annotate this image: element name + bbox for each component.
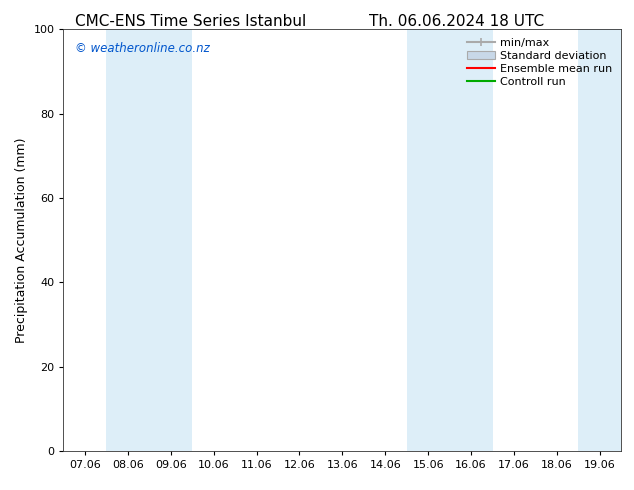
Legend: min/max, Standard deviation, Ensemble mean run, Controll run: min/max, Standard deviation, Ensemble me… [463,35,616,90]
Bar [407,29,493,451]
Y-axis label: Precipitation Accumulation (mm): Precipitation Accumulation (mm) [15,137,28,343]
Bar [107,29,192,451]
Text: © weatheronline.co.nz: © weatheronline.co.nz [75,42,209,55]
Bar [578,29,621,451]
Text: CMC-ENS Time Series Istanbul: CMC-ENS Time Series Istanbul [75,14,306,29]
Text: Th. 06.06.2024 18 UTC: Th. 06.06.2024 18 UTC [369,14,544,29]
